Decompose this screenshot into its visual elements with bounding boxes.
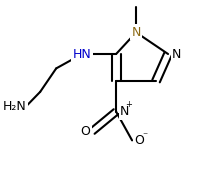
Text: N: N	[131, 26, 141, 39]
Text: O: O	[134, 134, 144, 147]
Text: HN: HN	[73, 48, 92, 60]
Text: +: +	[125, 100, 131, 109]
Text: O: O	[80, 125, 90, 138]
Text: ⁻: ⁻	[142, 131, 148, 141]
Text: N: N	[172, 48, 181, 60]
Text: N: N	[120, 105, 130, 118]
Text: H₂N: H₂N	[3, 100, 26, 113]
